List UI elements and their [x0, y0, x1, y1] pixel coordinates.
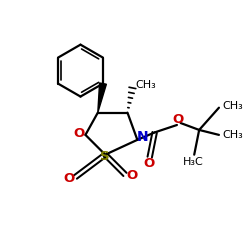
Polygon shape — [98, 83, 106, 113]
Text: O: O — [172, 113, 183, 126]
Text: H₃C: H₃C — [182, 156, 203, 166]
Text: N: N — [137, 130, 148, 144]
Text: CH₃: CH₃ — [222, 101, 243, 111]
Text: CH₃: CH₃ — [136, 80, 156, 90]
Text: O: O — [63, 172, 74, 185]
Text: CH₃: CH₃ — [222, 130, 243, 140]
Text: O: O — [73, 127, 84, 140]
Text: O: O — [126, 169, 138, 182]
Text: S: S — [100, 150, 110, 163]
Text: O: O — [144, 157, 155, 170]
